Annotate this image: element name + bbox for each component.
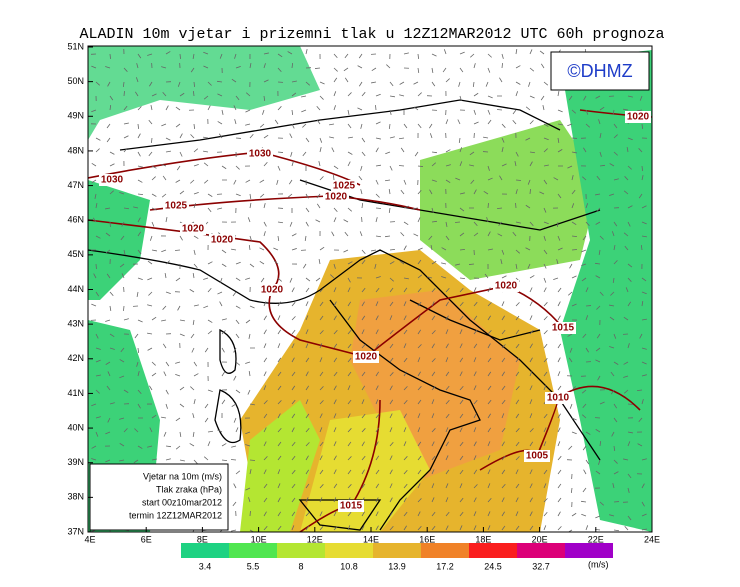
colorbar-unit: (m/s) xyxy=(588,559,609,569)
wind-arrow xyxy=(231,459,236,460)
isobar-label: 1005 xyxy=(526,451,549,462)
lat-label: 46N xyxy=(67,215,84,225)
wind-arrow xyxy=(250,460,255,461)
lon-label: 12E xyxy=(307,534,323,544)
colorbar-label: 10.8 xyxy=(340,561,358,571)
colorbar-swatch xyxy=(421,543,469,558)
colorbar-swatch xyxy=(181,543,229,558)
colorbar-label: 17.2 xyxy=(436,561,454,571)
colorbar-label: 8 xyxy=(298,561,303,571)
wind-arrow xyxy=(642,166,643,171)
lat-label: 44N xyxy=(67,284,84,294)
isobar-label: 1015 xyxy=(340,501,363,512)
colorbar-swatch xyxy=(229,543,277,558)
colorbar-swatch xyxy=(469,543,517,558)
lat-label: 51N xyxy=(67,41,84,51)
logo: ©DHMZ xyxy=(567,61,632,81)
isobar-label: 1010 xyxy=(547,393,570,404)
wind-arrow xyxy=(530,189,531,194)
isobar-label: 1025 xyxy=(165,201,188,212)
wind-arrow xyxy=(123,306,124,311)
wind-arrow xyxy=(502,63,503,68)
colorbar-label: 3.4 xyxy=(199,561,212,571)
lon-label: 6E xyxy=(141,534,152,544)
isobar-label: 1020 xyxy=(261,285,284,296)
wind-arrow xyxy=(418,166,423,167)
lat-label: 42N xyxy=(67,353,84,363)
wind-arrow xyxy=(180,54,181,59)
colorbar-swatch xyxy=(373,543,421,558)
wind-arrow xyxy=(469,264,474,265)
lon-label: 14E xyxy=(363,534,379,544)
lon-label: 18E xyxy=(475,534,491,544)
wind-arrow xyxy=(193,91,194,96)
lat-label: 43N xyxy=(67,319,84,329)
isobar-label: 1020 xyxy=(182,224,205,235)
wind-arrow xyxy=(151,138,152,143)
info-line: Tlak zraka (hPa) xyxy=(156,484,222,494)
isobar-label: 1025 xyxy=(333,181,356,192)
isobar-label: 1030 xyxy=(249,149,272,160)
lon-label: 20E xyxy=(532,534,548,544)
lat-label: 48N xyxy=(67,145,84,155)
wind-arrow xyxy=(399,165,404,166)
colorbar-swatch xyxy=(277,543,325,558)
map xyxy=(88,46,652,535)
lat-label: 37N xyxy=(67,526,84,536)
colorbar-swatch xyxy=(325,543,373,558)
lat-label: 45N xyxy=(67,249,84,259)
colorbar-swatch xyxy=(565,543,613,558)
isobar-label: 1015 xyxy=(552,323,575,334)
lat-label: 40N xyxy=(67,422,84,432)
lat-label: 50N xyxy=(67,76,84,86)
wind-arrow xyxy=(488,203,489,208)
wind-arrow xyxy=(375,105,376,110)
lat-label: 47N xyxy=(67,180,84,190)
isobar-label: 1020 xyxy=(495,281,518,292)
wind-arrow xyxy=(315,68,320,69)
title: ALADIN 10m vjetar i prizemni tlak u 12Z1… xyxy=(79,26,664,43)
isobar-label: 1020 xyxy=(211,235,234,246)
info-line: termin 12Z12MAR2012 xyxy=(129,510,222,520)
isobar-label: 1020 xyxy=(355,352,378,363)
lon-label: 4E xyxy=(84,534,95,544)
colorbar-swatch xyxy=(517,543,565,558)
wind-arrow xyxy=(110,54,111,59)
lon-label: 8E xyxy=(197,534,208,544)
lon-label: 10E xyxy=(251,534,267,544)
isobar-label: 1020 xyxy=(627,112,650,123)
lon-label: 16E xyxy=(419,534,435,544)
lat-label: 49N xyxy=(67,111,84,121)
isobar-label: 1020 xyxy=(325,192,348,203)
info-line: Vjetar na 10m (m/s) xyxy=(143,471,222,481)
lat-label: 38N xyxy=(67,492,84,502)
colorbar-label: 13.9 xyxy=(388,561,406,571)
lat-label: 41N xyxy=(67,388,84,398)
wind-arrow xyxy=(278,152,283,153)
wind-arrow xyxy=(333,175,334,180)
wind-arrow xyxy=(124,91,125,96)
lon-label: 22E xyxy=(588,534,604,544)
colorbar-label: 5.5 xyxy=(247,561,260,571)
colorbar-label: 32.7 xyxy=(532,561,550,571)
wind-arrow xyxy=(516,180,521,181)
isobar-label: 1030 xyxy=(101,175,124,186)
lat-label: 39N xyxy=(67,457,84,467)
colorbar-label: 24.5 xyxy=(484,561,502,571)
lon-label: 24E xyxy=(644,534,660,544)
info-line: start 00z10mar2012 xyxy=(142,497,222,507)
